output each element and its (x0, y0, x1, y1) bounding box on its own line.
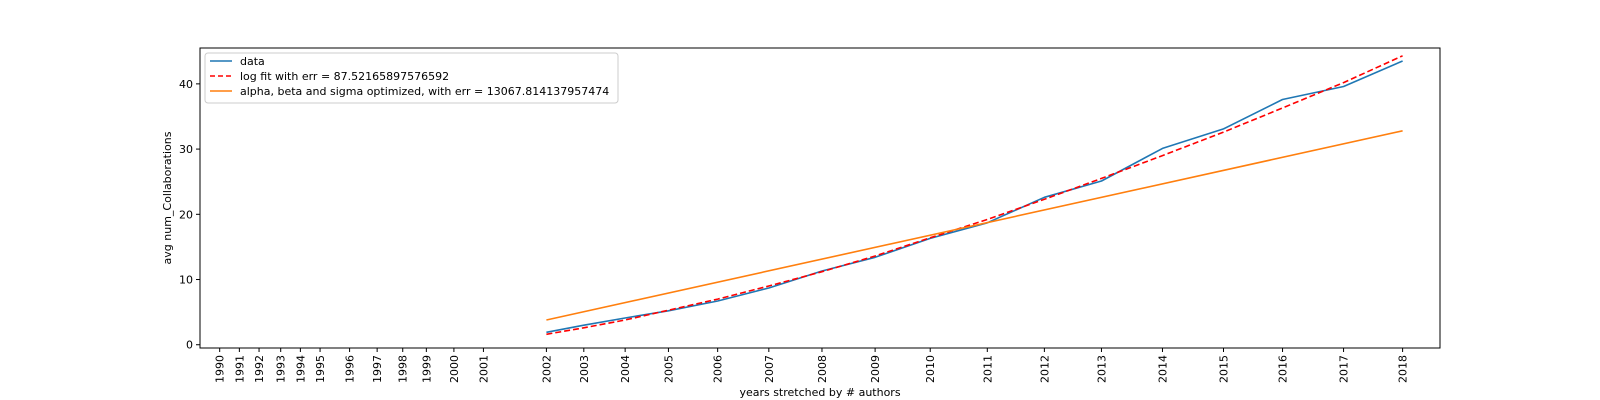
x-tick-label: 2015 (1217, 355, 1230, 383)
x-tick-label: 1990 (214, 355, 227, 383)
x-tick-label: 1992 (253, 355, 266, 383)
x-tick-label: 2016 (1277, 355, 1290, 383)
legend-label-0: data (240, 55, 265, 68)
x-tick-label: 2001 (477, 355, 490, 383)
y-axis: 0 10 20 30 40 (179, 78, 200, 352)
x-tick-label: 2003 (578, 355, 591, 383)
legend: data log fit with err = 87.52165897576592… (204, 52, 619, 104)
x-axis: 1990 1991 1992 1993 1994 1995 1996 1997 1998 1999… (214, 348, 1410, 383)
x-axis-label: years stretched by # authors (739, 386, 900, 399)
x-tick-label: 2008 (816, 355, 829, 383)
y-tick-label: 40 (179, 78, 193, 91)
x-tick-label: 2018 (1397, 355, 1410, 383)
x-tick-label: 2013 (1095, 355, 1108, 383)
x-tick-label: 2000 (448, 355, 461, 383)
y-tick-label: 0 (186, 339, 193, 352)
x-tick-label: 2005 (662, 355, 675, 383)
x-tick-label: 1993 (275, 355, 288, 383)
x-tick-label: 2011 (981, 355, 994, 383)
x-tick-label: 2004 (619, 355, 632, 383)
y-tick-label: 30 (179, 143, 193, 156)
y-tick-label: 10 (179, 274, 193, 287)
x-tick-label: 2009 (869, 355, 882, 383)
x-tick-label: 1995 (314, 355, 327, 383)
x-tick-label: 2007 (763, 355, 776, 383)
x-tick-label: 2002 (540, 355, 553, 383)
x-tick-label: 2006 (712, 355, 725, 383)
legend-box (204, 52, 619, 104)
x-tick-label: 1999 (420, 355, 433, 383)
y-tick-label: 20 (179, 208, 193, 221)
series-line-2 (546, 130, 1403, 321)
series-line-1 (546, 55, 1403, 336)
x-tick-label: 2017 (1338, 355, 1351, 383)
x-tick-label: 1994 (294, 355, 307, 383)
x-tick-label: 2012 (1038, 355, 1051, 383)
legend-label-1: log fit with err = 87.52165897576592 (240, 70, 449, 83)
legend-label-2: alpha, beta and sigma optimized, with er… (240, 85, 609, 98)
y-axis-label: avg num_Collaborations (161, 131, 174, 264)
x-tick-label: 1997 (371, 355, 384, 383)
x-tick-label: 2014 (1156, 355, 1169, 383)
x-tick-label: 1996 (344, 355, 357, 383)
series-layer (546, 55, 1403, 336)
x-tick-label: 1991 (233, 355, 246, 383)
x-tick-label: 2010 (924, 355, 937, 383)
x-tick-label: 1998 (397, 355, 410, 383)
